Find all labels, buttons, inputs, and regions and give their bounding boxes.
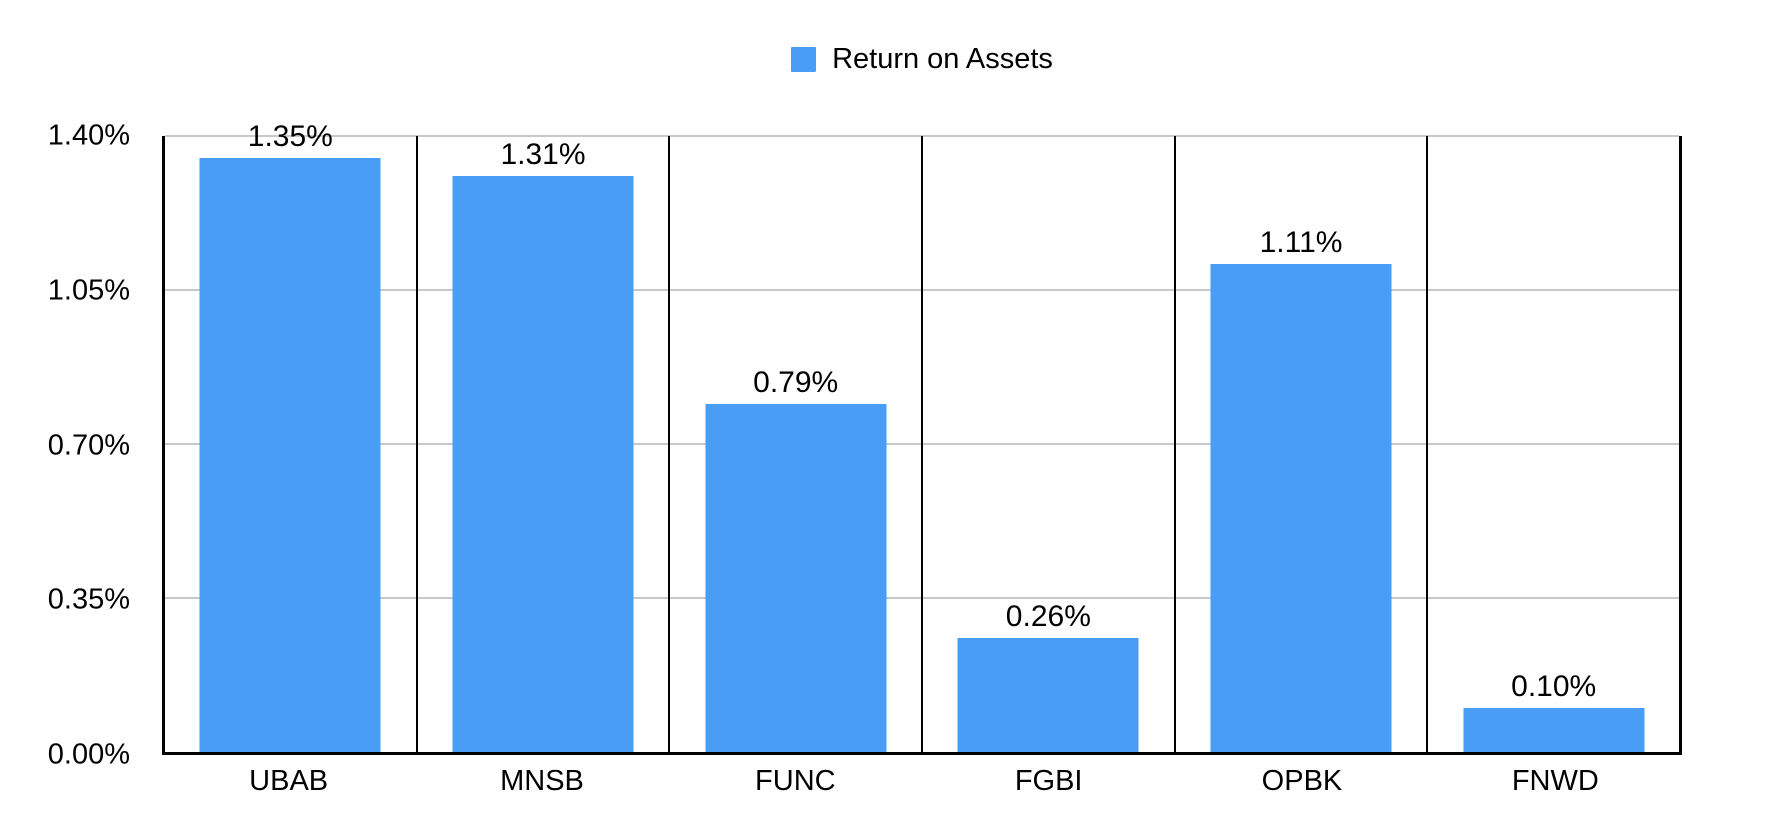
y-axis-tick-label: 1.40% — [47, 119, 130, 152]
bar-value-label: 1.35% — [247, 120, 333, 153]
bar-fnwd — [1463, 708, 1645, 752]
bar-value-label: 0.79% — [753, 366, 839, 400]
x-axis-category-label: FGBI — [1014, 765, 1083, 797]
y-axis-tick-label: 0.00% — [47, 738, 130, 771]
y-axis-tick-label: 0.35% — [47, 583, 130, 616]
bar-fgbi — [957, 637, 1139, 752]
y-axis-tick-label: 0.70% — [47, 429, 130, 461]
x-axis-category-label: UBAB — [249, 765, 329, 797]
bar-func — [705, 404, 887, 752]
bar-value-label: 0.26% — [1005, 599, 1091, 633]
x-axis-category-label: OPBK — [1261, 765, 1343, 797]
category-section-ubab: 1.35% — [165, 120, 418, 752]
legend-swatch-icon — [791, 46, 817, 72]
legend-label: Return on Assets — [832, 43, 1053, 75]
x-axis-category-label: FNWD — [1511, 765, 1599, 797]
y-axis-tick-label: 1.05% — [47, 274, 130, 307]
category-section-opbk: 1.11% — [1176, 136, 1429, 752]
bar-value-label: 0.10% — [1511, 670, 1597, 704]
bar-mnsb — [452, 175, 634, 752]
bar-value-label: 1.11% — [1259, 225, 1343, 259]
category-section-mnsb: 1.31% — [418, 136, 671, 752]
category-section-fnwd: 0.10% — [1428, 136, 1679, 752]
category-section-fgbi: 0.26% — [923, 136, 1176, 752]
category-section-func: 0.79% — [670, 136, 924, 752]
x-axis-category-label: FUNC — [755, 765, 836, 797]
bar-ubab — [199, 158, 381, 752]
bar-sections: 1.35% 1.31% 0.79% 0.26% 1.11% 0.10% — [165, 120, 1679, 752]
plot-area: 1.35% 1.31% 0.79% 0.26% 1.11% 0.10% — [162, 120, 1682, 755]
bar-value-label: 1.31% — [500, 137, 586, 171]
bar-opbk — [1210, 263, 1392, 752]
x-axis-category-label: MNSB — [500, 765, 584, 797]
y-axis: 0.00% 0.35% 0.70% 1.05% 1.40% — [0, 120, 130, 771]
legend: Return on Assets — [162, 44, 1682, 74]
x-axis: UBAB MNSB FUNC FGBI OPBK FNWD — [162, 764, 1682, 798]
